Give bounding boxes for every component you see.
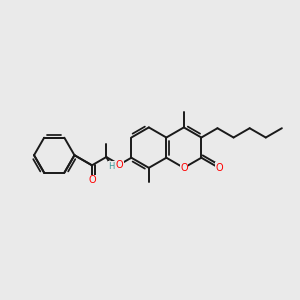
- Text: O: O: [88, 176, 96, 185]
- Text: O: O: [116, 160, 123, 170]
- Text: O: O: [180, 163, 188, 173]
- Text: O: O: [215, 163, 223, 173]
- Text: H: H: [108, 162, 115, 171]
